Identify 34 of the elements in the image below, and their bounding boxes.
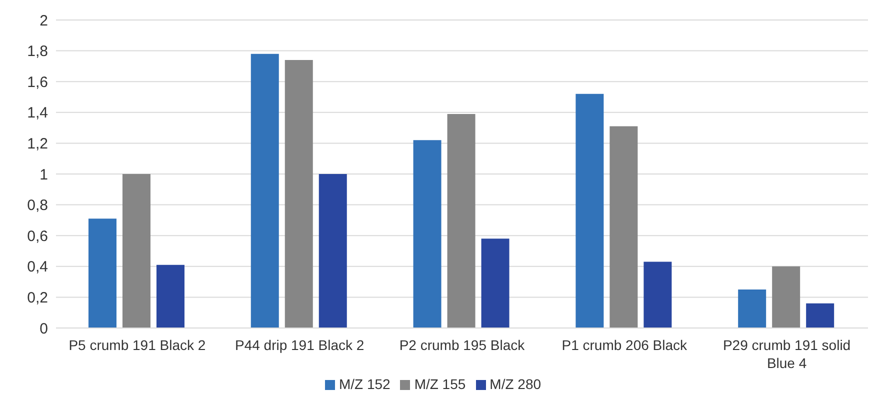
y-tick-label: 0 [40,320,48,338]
bar [610,126,638,328]
legend-label: M/Z 280 [490,376,542,392]
legend-label: M/Z 155 [414,376,466,392]
x-tick-label: P5 crumb 191 Black 2 [68,337,206,353]
bar [481,238,510,328]
x-tick-label: P1 crumb 206 Black [562,337,688,353]
y-tick-label: 1,4 [27,104,48,122]
y-tick-label: 1,6 [27,74,48,91]
y-tick-label: 0,2 [27,290,48,307]
bar [88,218,116,328]
y-tick-label: 1,2 [27,136,48,153]
y-tick-label: 1 [40,166,48,184]
y-tick-label: 0,8 [27,197,48,214]
bar [413,140,442,328]
legend-label: M/Z 152 [338,376,390,392]
y-tick-label: 0,6 [27,228,48,245]
bar [772,266,800,328]
bar [250,54,279,328]
y-tick-label: 2 [40,12,48,30]
bar [447,114,476,328]
y-tick-label: 1,8 [27,43,48,60]
bar [806,303,834,328]
y-tick-label: 0,4 [27,258,48,276]
bar [156,264,184,328]
bar [738,290,766,328]
bar [284,60,313,328]
bar [576,94,604,328]
bar [318,174,347,328]
bar [122,174,150,328]
x-tick-label: P29 crumb 191 solid Blue 4 [722,337,851,371]
x-tick-label: P2 crumb 195 Black [399,337,526,353]
x-tick-label: P44 drip 191 Black 2 [235,337,364,353]
bar [644,262,672,328]
